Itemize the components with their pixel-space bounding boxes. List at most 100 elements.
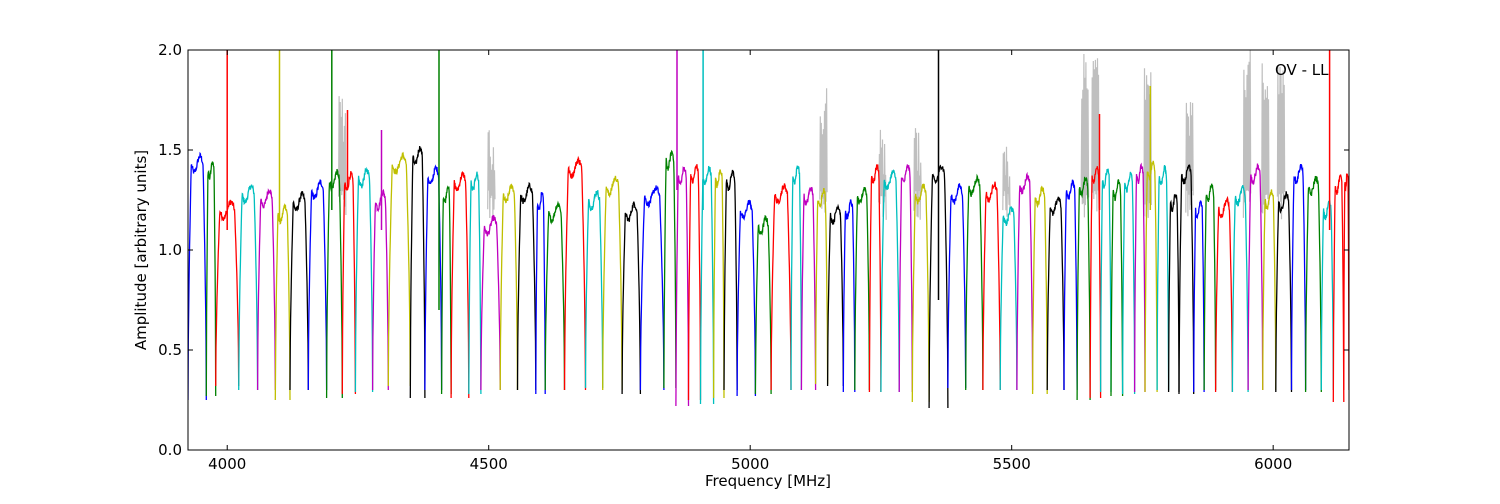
channel-line [516,181,537,391]
channel-line [371,188,389,391]
channel-line [1304,175,1322,393]
y-axis-label: Amplitude [arbitrary units] [132,150,150,350]
background-burst [1185,102,1194,217]
channel-line [814,188,829,385]
channel-line [499,183,519,391]
channel-line [325,168,343,399]
channel-line [663,149,677,389]
channel-line [584,189,604,389]
channel-line [868,164,882,393]
background-burst [487,130,496,219]
channel-line [535,192,546,395]
y-tick-label: 1.5 [158,141,182,159]
y-tick-label: 0.5 [158,341,182,359]
channel-line [1099,168,1112,393]
channel-line [1031,185,1048,395]
channel-line [440,185,452,395]
channel-line [712,169,725,399]
channel-line [1167,193,1180,393]
channel-line [982,181,1001,391]
channel-line [854,187,871,391]
background-burst [338,96,347,216]
channel-line [354,166,374,393]
channel-line [1290,163,1307,391]
channel-line [1343,173,1349,391]
channel-line [238,184,259,391]
axes: 4000 4500 5000 5500 6000 0.0 0.5 1.0 1.5 2.0 [158,41,1349,473]
channel-line [842,199,856,393]
channel-line [256,188,276,391]
channel-line [800,186,817,391]
channel-line [1214,195,1234,393]
channel-line [563,155,587,391]
channel-line [307,179,328,391]
channel-line [621,201,642,395]
channel-line [639,185,665,391]
channel-line [687,164,702,401]
channel-line [1193,200,1205,393]
background-burst [1276,65,1286,220]
channel-line [898,164,913,393]
channel-line [480,214,501,391]
channel-line [826,203,844,387]
y-tick-label: 2.0 [158,41,182,59]
channel-line [1063,179,1078,391]
channel-line [1332,174,1345,403]
channel-line [1133,162,1146,393]
background-burst [878,129,887,220]
channel-line [1121,171,1136,395]
channel-line [274,203,291,401]
x-tick-label: 5000 [731,455,769,473]
channel-line [911,183,930,403]
channel-line [1178,164,1195,395]
channel-line [1275,191,1293,393]
channel-line [1046,196,1065,391]
y-tick-label: 0.0 [158,441,182,459]
channel-line [1156,164,1170,391]
background-burst [1091,58,1100,212]
background-burst [1242,50,1252,218]
channel-line [1076,176,1091,401]
channel-line [999,206,1018,391]
channel-line [947,183,967,389]
x-tick-label: 6000 [1254,455,1292,473]
channel-line [1110,178,1124,397]
y-tick-label: 1.0 [158,241,182,259]
channel-line [880,169,900,393]
channel-line [387,151,411,387]
x-tick-label: 4000 [208,455,246,473]
channel-line [1231,184,1249,393]
channel-line [770,183,792,391]
channel-line [723,169,738,391]
channel-line [544,200,566,391]
channel-line [602,175,623,391]
background-burst [913,128,922,220]
x-tick-label: 4500 [470,455,508,473]
background-series [338,50,1286,220]
background-burst [1080,53,1090,218]
channel-line [450,170,470,399]
channel-line [188,151,207,401]
x-axis-label: Frequency [MHz] [705,472,831,490]
channel-line [1320,200,1334,391]
channel-line [965,173,984,391]
background-burst [1261,63,1270,214]
channel-line [1016,171,1034,391]
channel-line [675,166,690,407]
channel-line [1247,163,1264,391]
channel-series [188,50,1349,409]
channel-line [468,171,482,395]
channel-line [205,161,217,397]
channel-line [754,214,772,395]
background-burst [1002,146,1011,217]
channel-line [341,171,357,395]
channel-line [736,199,757,397]
channel-line [409,146,426,399]
channel-line [1203,183,1217,391]
channel-line [289,191,309,391]
x-tick-label: 5500 [993,455,1031,473]
background-burst [819,88,828,213]
channel-line [1262,189,1277,391]
